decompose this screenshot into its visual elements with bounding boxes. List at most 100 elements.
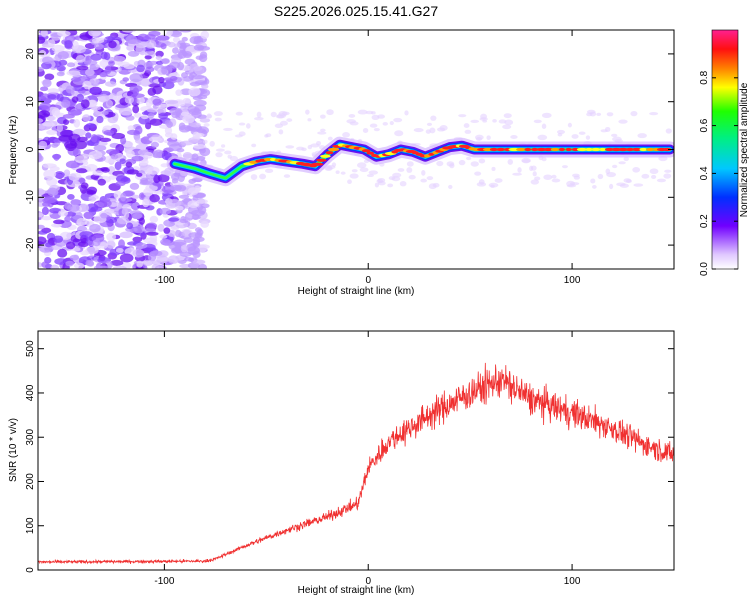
spectrogram-faint-blob [373,127,380,132]
spectrogram-noise-blob [103,129,115,136]
spectrogram-noise-blob [140,78,152,87]
spectrogram-faint-blob [612,164,618,169]
ridge-peak [550,147,560,152]
spectrogram-noise-blob [167,41,176,48]
spectrogram-faint-blob [320,114,326,119]
spectrogram-noise-blob [73,118,81,128]
spectrogram-noise-blob [85,123,96,129]
ridge-peak [625,147,635,152]
spectrogram-noise-blob [192,239,201,248]
spectrogram-noise-blob [125,149,135,159]
spectrogram-faint-blob [649,168,659,175]
spectrogram-noise-blob [152,149,165,159]
spectrogram-noise-blob [149,250,163,257]
ridge-peak [558,147,566,152]
spectrogram-noise-blob [97,178,106,186]
spectrogram-faint-blob [589,111,597,117]
spectrogram-noise-blob [153,175,161,184]
spectrogram-noise-blob [49,207,62,214]
spectrogram-noise-blob [167,199,181,207]
snr-xlabel: Height of straight line (km) [298,585,415,596]
spectrogram-noise-blob [119,231,133,239]
ridge-peak [565,147,572,152]
spectrogram-noise-blob [112,265,127,269]
spectrogram-faint-blob [340,171,346,175]
spectrogram-noise-blob [172,36,181,43]
spectrogram-faint-blob [537,134,548,141]
spectrogram-faint-blob [656,178,667,183]
spectrogram-faint-blob [387,183,394,188]
spectrogram-faint-blob [366,173,375,178]
spectrogram-faint-blob [504,119,514,126]
spectrogram-noise-blob [115,247,124,253]
spectrogram-noise-blob [119,253,134,263]
spectrogram-faint-blob [320,128,326,132]
spectrogram-noise-blob [42,122,55,127]
spectrogram-faint-blob [439,124,448,131]
snr-xtick-label: 100 [564,576,581,587]
spectrogram-faint-blob [206,114,213,119]
spectrogram-noise-blob [143,187,153,197]
spectrogram-faint-blob [234,134,243,138]
spectrogram-faint-blob [256,111,262,118]
ridge-peak [495,147,506,152]
spectrogram-noise-blob [58,209,69,217]
spectrogram-faint-blob [664,169,672,173]
spectrogram-noise-blob [168,217,180,222]
spectrogram-noise-blob [138,217,145,225]
spectrogram-faint-blob [618,161,626,165]
snr-ylabel: SNR (10 * v/v) [8,418,19,482]
spectrogram-noise-blob [129,182,140,190]
spectrogram-noise-blob [84,220,94,226]
spectrogram-noise-blob [155,50,164,58]
spectrogram-faint-blob [458,159,466,166]
spectrogram-noise-blob [177,61,185,71]
spectrogram-noise-blob [192,131,200,139]
spectrogram-noise-blob [41,206,49,216]
spectrogram-faint-blob [498,119,507,124]
spectrogram-noise-blob [44,73,55,81]
spectrogram-noise-blob [178,194,190,199]
spectrogram-faint-blob [342,132,350,138]
spectrogram-heatmap [38,30,674,269]
spectrogram-faint-blob [562,165,568,169]
figure-title: S225.2026.025.15.41.G27 [274,3,438,19]
ridge-peak [590,147,601,152]
spectrogram-noise-blob [175,89,183,97]
ridge-peak [598,147,607,152]
spectrogram-faint-blob [541,112,552,119]
spectrogram-noise-blob [83,211,94,220]
spectrogram-noise-blob [161,58,170,65]
spectrogram-faint-blob [492,118,497,123]
colorbar-tick-label: 0.4 [699,166,710,180]
spectrogram-noise-blob [166,30,173,36]
spectrogram-faint-blob [357,109,368,115]
spectrogram-noise-blob [77,241,89,248]
spectrogram-faint-blob [250,174,258,180]
spectrogram-noise-blob [169,184,182,191]
spectrogram-faint-blob [359,167,369,173]
ridge-peak [482,147,493,152]
spectrogram-noise-blob [75,55,86,63]
colorbar-gradient [711,29,739,270]
spectrogram-faint-blob [571,134,579,139]
spectrogram-noise-blob [133,225,145,234]
spectrogram-noise-blob [57,248,68,258]
spectrogram-faint-blob [541,157,547,162]
spectrogram-noise-blob [40,86,49,92]
spectrogram-noise-blob [88,150,103,160]
spectrogram-noise-blob [98,241,108,249]
ridge-peak [489,147,499,152]
spectrogram-noise-blob [184,58,196,65]
spectrogram-noise-blob [89,78,100,84]
spectrogram-noise-blob [158,112,168,120]
spectrogram-noise-blob [121,111,133,116]
ridge-peak [631,147,642,152]
spectrogram-faint-blob [326,109,334,116]
spectrogram-noise-blob [136,260,143,268]
spectrogram-noise-blob [47,94,57,100]
spectrogram-noise-blob [92,170,104,176]
spectrogram-faint-blob [600,129,608,133]
spectrogram-noise-blob [199,118,211,123]
